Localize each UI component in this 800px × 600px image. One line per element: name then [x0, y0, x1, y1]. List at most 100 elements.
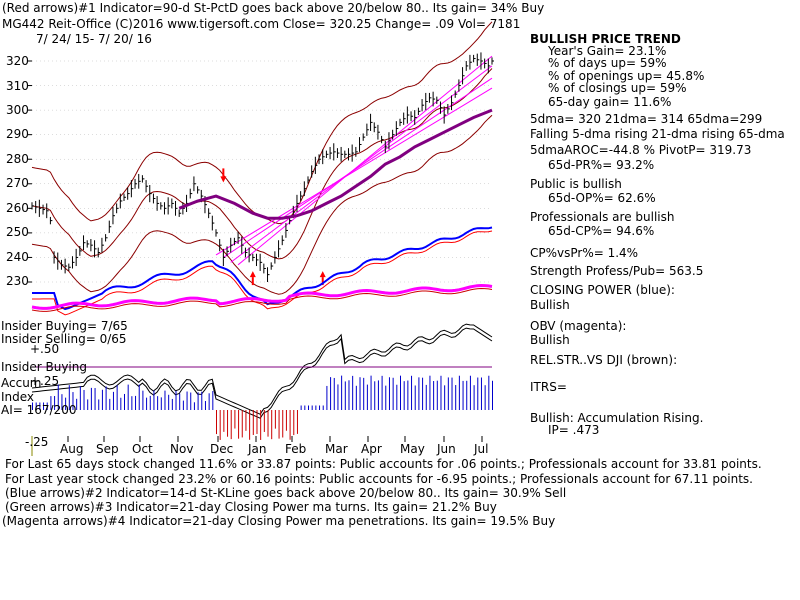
accum-bar-negative	[268, 410, 269, 437]
accum-bar-positive	[84, 390, 85, 410]
accum-bar-positive	[131, 396, 132, 410]
accum-bar-positive	[164, 391, 165, 410]
accum-bar-positive	[176, 391, 177, 410]
accum-bar-negative	[286, 410, 287, 431]
accum-bar-negative	[220, 410, 221, 440]
accum-bar-positive	[194, 402, 195, 410]
sixty-five-day-pr: 65d-PR%= 93.2%	[548, 159, 654, 172]
x-tick-label: Apr	[361, 442, 382, 456]
accum-bar-positive	[400, 376, 401, 410]
accum-bar-positive	[128, 385, 129, 410]
accum-bar-positive	[205, 401, 206, 410]
accum-bar-positive	[153, 391, 154, 410]
accum-bar-negative	[279, 410, 280, 439]
sixty-five-day-gain: 65-day gain= 11.6%	[548, 96, 671, 109]
red-arrow-down	[220, 176, 226, 182]
accum-bar-positive	[345, 381, 346, 410]
accum-bar-positive	[382, 376, 383, 410]
accum-bar-positive	[98, 399, 99, 410]
x-tick-label: Mar	[325, 442, 348, 456]
accum-bar-negative	[245, 410, 246, 431]
accum-bar-positive	[348, 380, 349, 410]
accum-bar-negative	[256, 410, 257, 434]
accum-bar-positive	[330, 377, 331, 410]
x-tick-label: Sep	[96, 442, 119, 456]
x-tick-label: May	[400, 442, 425, 456]
accum-bar-positive	[481, 378, 482, 410]
accum-bar-positive	[433, 381, 434, 410]
accum-bar-positive	[139, 385, 140, 410]
x-tick-label: Aug	[60, 442, 83, 456]
x-tick-label: Nov	[170, 442, 193, 456]
closing-power-label: CLOSING POWER (blue):	[530, 284, 675, 297]
accum-bar-positive	[374, 381, 375, 410]
trend-line	[238, 56, 492, 265]
footer-blue-arrows: (Blue arrows)#2 Indicator=14-d St-KLine …	[5, 486, 566, 500]
ai-value: AI= 167/200	[1, 403, 76, 417]
accum-bar-positive	[492, 381, 493, 410]
red-arrow-up	[320, 271, 326, 277]
professionals-status: Professionals are bullish	[530, 211, 675, 224]
public-status: Public is bullish	[530, 178, 622, 191]
accum-bar-positive	[429, 376, 430, 410]
sixty-five-day-op: 65d-OP%= 62.6%	[548, 192, 656, 205]
accum-bar-positive	[326, 386, 327, 410]
x-tick-label: Jul	[474, 442, 488, 456]
accum-bar-positive	[124, 394, 125, 410]
accum-bar-positive	[404, 381, 405, 410]
accum-bar-positive	[477, 378, 478, 410]
x-tick-label: Jan	[248, 442, 267, 456]
accum-bar-positive	[396, 385, 397, 410]
accum-bar-positive	[109, 399, 110, 410]
pct-closings-up: % of closings up= 59%	[548, 82, 687, 95]
y-tick-label: 280	[6, 152, 26, 166]
strength-profess-pub: Strength Profess/Pub= 563.5	[530, 265, 703, 278]
accum-bar-positive	[485, 385, 486, 410]
accum-bar-positive	[301, 406, 302, 411]
insider-selling-count: Insider Selling= 0/65	[1, 332, 127, 346]
accum-bar-negative	[242, 410, 243, 437]
accum-level-plus25: +.25	[30, 374, 59, 388]
ip-value: IP= .473	[548, 424, 599, 437]
insider-buying-count: Insider Buying= 7/65	[1, 319, 128, 333]
footer-last-year: For Last year stock changed 23.2% or 60.…	[5, 472, 753, 486]
obv-status: Bullish	[530, 334, 570, 347]
ma65-line	[179, 110, 492, 218]
rel-strength-label: REL.STR..VS DJI (brown):	[530, 354, 677, 367]
accum-bar-positive	[459, 376, 460, 410]
accum-bar-positive	[212, 391, 213, 410]
accum-bar-negative	[290, 410, 291, 440]
y-tick-label: 290	[6, 127, 26, 141]
accum-bar-positive	[312, 406, 313, 411]
accum-bar-positive	[367, 385, 368, 410]
accum-bar-positive	[150, 396, 151, 410]
footer-green-arrows: (Green arrows)#3 Indicator=21-day Closin…	[5, 500, 497, 514]
moving-averages: 5dma= 320 21dma= 314 65dma=299	[530, 113, 762, 126]
accum-bar-positive	[341, 376, 342, 410]
accum-bar-positive	[187, 392, 188, 410]
x-tick-label: Oct	[132, 442, 153, 456]
accum-bar-positive	[161, 397, 162, 410]
accum-bar-positive	[102, 390, 103, 410]
footer-65-day: For Last 65 days stock changed 11.6% or …	[5, 457, 762, 471]
y-tick-label: 300	[6, 103, 26, 117]
accum-bar-positive	[474, 385, 475, 410]
accum-bar-negative	[234, 410, 235, 429]
closing-power-ma-line	[32, 231, 492, 315]
accum-bar-positive	[407, 381, 408, 410]
y-tick-label: 260	[6, 201, 26, 215]
accum-bar-negative	[216, 410, 217, 434]
accum-bar-negative	[227, 410, 228, 437]
accum-bar-negative	[282, 410, 283, 437]
accum-bar-negative	[275, 410, 276, 429]
accum-bar-positive	[411, 376, 412, 410]
accum-bar-positive	[95, 388, 96, 410]
accum-bar-positive	[304, 406, 305, 411]
accum-bar-positive	[157, 396, 158, 410]
accum-bar-positive	[378, 380, 379, 410]
accum-bar-positive	[209, 393, 210, 410]
sixty-five-day-cp: 65d-CP%= 94.6%	[548, 225, 654, 238]
accum-bar-positive	[389, 377, 390, 410]
accum-bar-negative	[231, 410, 232, 439]
header-date-range: 7/ 24/ 15- 7/ 20/ 16	[36, 32, 152, 46]
